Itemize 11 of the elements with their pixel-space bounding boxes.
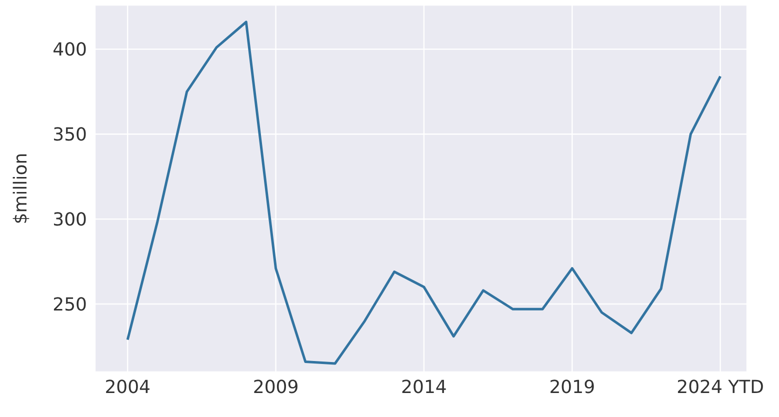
x-tick-label: 2014 xyxy=(401,376,447,398)
x-tick-label: 2019 xyxy=(549,376,596,398)
y-tick-label: 250 xyxy=(52,294,87,316)
y-tick-label: 300 xyxy=(52,209,87,230)
y-axis-title: $million xyxy=(10,152,32,224)
line-series xyxy=(126,20,722,365)
x-tick-label: 2009 xyxy=(252,376,299,398)
x-tick-label: 2024 YTD xyxy=(676,376,764,398)
y-tick-label: 350 xyxy=(52,124,87,146)
x-tick-label: 2004 xyxy=(104,376,151,398)
y-tick-label: 400 xyxy=(52,40,87,61)
